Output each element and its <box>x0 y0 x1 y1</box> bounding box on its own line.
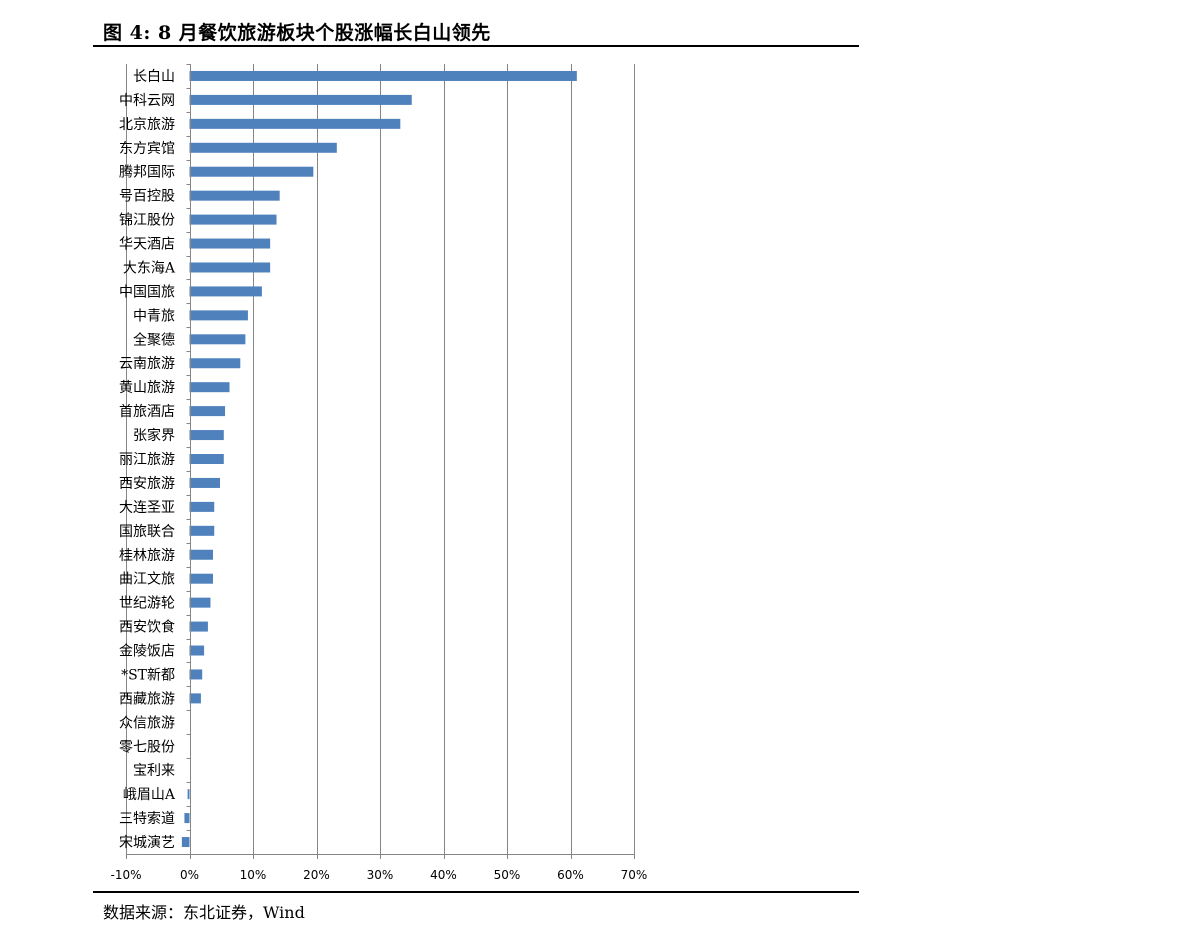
bar-17 <box>189 477 220 488</box>
category-label: 中青旅 <box>133 308 175 324</box>
bar-24 <box>189 645 205 656</box>
category-label: 中国国旅 <box>119 284 175 300</box>
category-label: 丽江旅游 <box>119 452 175 468</box>
bar-25 <box>189 669 203 680</box>
category-label: 三特索道 <box>119 810 175 827</box>
bar-20 <box>189 549 213 560</box>
bar-16 <box>189 454 224 464</box>
top-rule <box>93 45 859 47</box>
bar-12 <box>189 358 241 369</box>
category-label: 号百控股 <box>119 189 175 205</box>
category-label: 大东海A <box>123 260 176 276</box>
bar-15 <box>189 430 224 441</box>
category-label: 大连圣亚 <box>119 500 175 516</box>
bar-6 <box>189 214 277 225</box>
bar-19 <box>189 525 215 536</box>
category-label: 长白山 <box>133 69 175 85</box>
category-label: 张家界 <box>133 427 175 444</box>
bar-22 <box>189 597 211 608</box>
category-label: 国旅联合 <box>119 524 175 540</box>
x-tick-label: 30% <box>367 868 394 882</box>
category-label: 西藏旅游 <box>119 691 175 707</box>
category-label: 北京旅游 <box>119 117 175 133</box>
category-label: 首旅酒店 <box>119 404 175 420</box>
source-note: 数据来源：东北证券，Wind <box>103 903 305 922</box>
bar-11 <box>189 334 246 345</box>
x-tick-label: 40% <box>430 868 457 882</box>
category-label: 桂林旅游 <box>119 548 175 564</box>
category-label: 峨眉山A <box>123 787 176 803</box>
figure-title: 图 4: 8 月餐饮旅游板块个股涨幅长白山领先 <box>103 22 491 44</box>
category-label: 腾邦国际 <box>119 164 175 181</box>
bar-30 <box>187 789 190 800</box>
x-tick-label: 0% <box>180 868 199 882</box>
bar-21 <box>189 573 213 584</box>
bar-32 <box>181 837 190 848</box>
category-label: 中科云网 <box>119 93 175 109</box>
category-label: 西安饮食 <box>119 619 175 636</box>
category-label: 金陵饭店 <box>119 644 175 660</box>
category-label: 西安旅游 <box>119 476 175 492</box>
bar-7 <box>189 238 271 249</box>
category-label: 宝利来 <box>133 763 175 779</box>
bar-26 <box>189 693 201 704</box>
category-label: *ST新都 <box>121 667 175 683</box>
category-label: 宋城演艺 <box>119 835 175 851</box>
tick-labels: -10% 0% 10% 20% 30% 40% 50% 60% 70% <box>110 868 647 882</box>
bar-0 <box>189 70 577 81</box>
bar-14 <box>189 406 226 417</box>
x-tick-label: 50% <box>494 868 521 882</box>
category-label: 零七股份 <box>119 739 175 755</box>
bar-2 <box>189 118 401 129</box>
bar-3 <box>189 142 337 153</box>
bars <box>181 70 577 848</box>
bar-5 <box>189 190 280 201</box>
bar-23 <box>189 621 208 632</box>
category-label: 东方宾馆 <box>119 141 175 157</box>
x-tick-label: -10% <box>110 868 141 882</box>
category-label: 众信旅游 <box>119 715 175 731</box>
category-label: 黄山旅游 <box>119 379 175 396</box>
category-label: 锦江股份 <box>119 212 175 229</box>
category-label: 云南旅游 <box>119 356 175 372</box>
x-tick-label: 60% <box>557 868 584 882</box>
bottom-rule <box>93 891 859 893</box>
bar-13 <box>189 382 230 393</box>
category-label: 世纪游轮 <box>119 596 175 612</box>
category-label: 华天酒店 <box>119 237 175 253</box>
axes <box>126 64 635 859</box>
category-label: 曲江文旅 <box>119 572 175 588</box>
bar-10 <box>189 310 248 321</box>
x-tick-label: 70% <box>621 868 648 882</box>
bar-4 <box>189 166 314 177</box>
x-tick-label: 20% <box>303 868 330 882</box>
bar-31 <box>184 813 190 824</box>
category-label: 全聚德 <box>133 331 175 348</box>
bar-18 <box>189 501 215 512</box>
bar-8 <box>189 262 271 273</box>
x-tick-label: 10% <box>240 868 267 882</box>
bar-9 <box>189 286 262 297</box>
bar-1 <box>189 94 412 105</box>
